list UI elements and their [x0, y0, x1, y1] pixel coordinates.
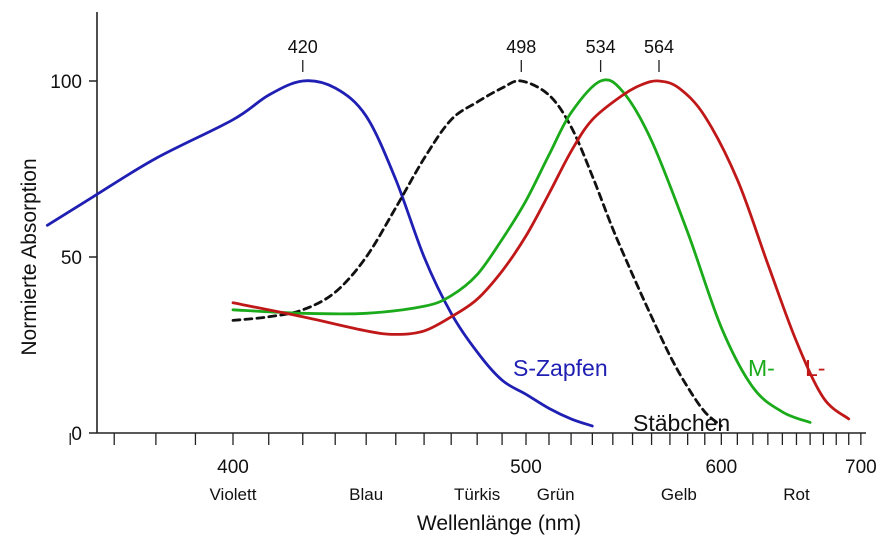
series-lines	[45, 78, 851, 428]
series-label-0: S-Zapfen	[513, 355, 608, 381]
color-band-label: Violett	[210, 485, 257, 504]
color-band-label: Rot	[783, 485, 810, 504]
series-label-3: L-	[805, 355, 825, 381]
series-line-3	[231, 79, 851, 421]
series-labels: S-Zapfen Stäbchen M- L-	[513, 355, 825, 436]
x-tick-label: 500	[510, 457, 542, 478]
x-axis-title: Wellenlänge (nm)	[417, 512, 581, 535]
y-tick-label: 0	[71, 424, 82, 445]
x-tick-label: 700	[845, 457, 877, 478]
x-ticks: 400 500 600 700	[69, 433, 877, 478]
y-axis-title: Normierte Absorption	[18, 158, 41, 355]
x-tick-label: 600	[705, 457, 737, 478]
series-label-2: M-	[748, 355, 775, 381]
series-line-2	[231, 78, 812, 424]
peak-markers: 420 498 534 564	[288, 37, 674, 72]
y-tick-label: 100	[50, 72, 82, 93]
color-band-label: Türkis	[454, 485, 500, 504]
peak-label: 534	[586, 37, 616, 57]
color-band-label: Grün	[537, 485, 575, 504]
peak-label: 564	[644, 37, 674, 57]
color-band-label: Gelb	[661, 485, 697, 504]
y-ticks: 0 50 100	[50, 72, 97, 445]
series-line-1	[231, 79, 723, 428]
series-line-0	[45, 79, 594, 428]
color-band-labels: Violett Blau Türkis Grün Gelb Rot	[210, 485, 810, 504]
color-band-label: Blau	[349, 485, 383, 504]
peak-label: 420	[288, 37, 318, 57]
series-label-1: Stäbchen	[633, 410, 730, 436]
peak-label: 498	[506, 37, 536, 57]
y-tick-label: 50	[61, 248, 82, 269]
x-tick-label: 400	[217, 457, 249, 478]
